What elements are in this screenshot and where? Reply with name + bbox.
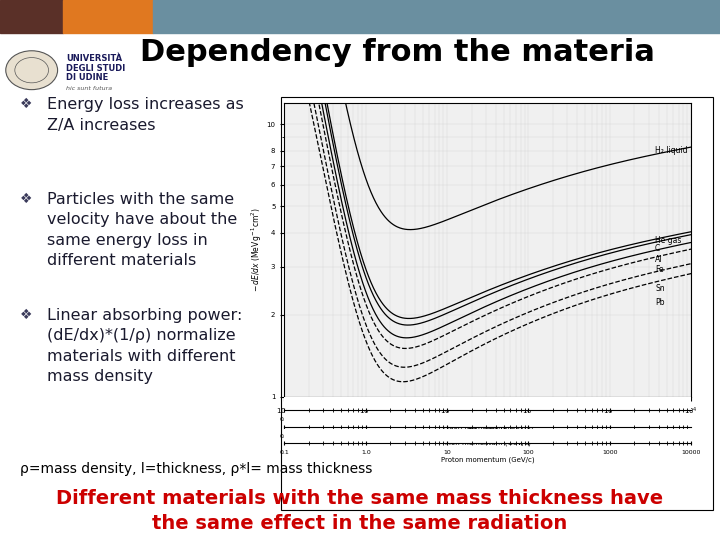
Bar <box>0 0 63 33</box>
Text: Al: Al <box>655 255 662 264</box>
Text: ρ=mass density, l=thickness, ρ*l= mass thickness: ρ=mass density, l=thickness, ρ*l= mass t… <box>20 462 372 476</box>
Text: Linear absorbing power:
(dE/dx)*(1/ρ) normalize
materials with different
mass de: Linear absorbing power: (dE/dx)*(1/ρ) no… <box>47 308 242 384</box>
Text: the same effect in the same radiation: the same effect in the same radiation <box>153 514 567 533</box>
Text: H₂ liquid: H₂ liquid <box>655 146 688 155</box>
X-axis label: Muon momentum (GeV/c): Muon momentum (GeV/c) <box>443 424 533 430</box>
Text: Different materials with the same mass thickness have: Different materials with the same mass t… <box>56 489 664 508</box>
Bar <box>153 0 720 33</box>
Text: Particles with the same
velocity have about the
same energy loss in
different ma: Particles with the same velocity have ab… <box>47 192 237 268</box>
X-axis label: Pion momentum (GeV/c): Pion momentum (GeV/c) <box>445 440 531 447</box>
Text: Dependency from the materia: Dependency from the materia <box>140 38 655 67</box>
Y-axis label: $-\,dE/dx\;(\mathrm{MeV\,g^{-1}cm^{2}})$: $-\,dE/dx\;(\mathrm{MeV\,g^{-1}cm^{2}})$ <box>249 207 264 292</box>
Text: Fe: Fe <box>655 265 664 274</box>
Text: C: C <box>655 244 660 253</box>
Text: hic sunt futura: hic sunt futura <box>66 86 112 91</box>
Text: UNIVERSITÀ: UNIVERSITÀ <box>66 54 122 63</box>
Circle shape <box>6 51 58 90</box>
Bar <box>63 0 153 33</box>
Text: ❖: ❖ <box>20 192 32 206</box>
Text: DEGLI STUDI: DEGLI STUDI <box>66 64 125 73</box>
Text: DI UDINE: DI UDINE <box>66 73 109 83</box>
Text: ❖: ❖ <box>20 97 32 111</box>
Text: Pb: Pb <box>655 298 665 307</box>
Text: He gas: He gas <box>655 236 681 245</box>
Bar <box>281 97 713 510</box>
Text: Sn: Sn <box>655 284 665 293</box>
Text: Energy loss increases as
Z/A increases: Energy loss increases as Z/A increases <box>47 97 243 133</box>
X-axis label: $\beta\gamma = p/Mc$: $\beta\gamma = p/Mc$ <box>467 420 509 433</box>
Text: ❖: ❖ <box>20 308 32 322</box>
X-axis label: Proton momentum (GeV/c): Proton momentum (GeV/c) <box>441 456 535 463</box>
